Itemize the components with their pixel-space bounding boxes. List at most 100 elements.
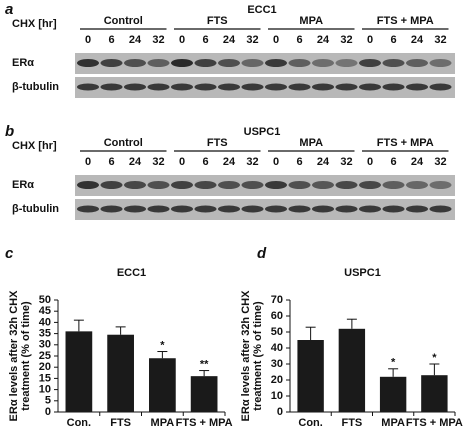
y-tick-label: 35 bbox=[39, 328, 51, 340]
row-label: β-tubulin bbox=[12, 81, 59, 93]
band bbox=[171, 59, 193, 67]
bar bbox=[421, 375, 448, 412]
band bbox=[382, 205, 405, 213]
band bbox=[429, 83, 452, 91]
band bbox=[288, 205, 311, 213]
band bbox=[194, 59, 217, 67]
band bbox=[406, 181, 428, 189]
x-tick-label: Con. bbox=[67, 417, 91, 429]
band bbox=[241, 59, 264, 67]
chx-label: CHX [hr] bbox=[12, 140, 57, 152]
time-label: 24 bbox=[411, 34, 424, 46]
time-label: 0 bbox=[85, 156, 91, 168]
time-label: 24 bbox=[223, 156, 236, 168]
band bbox=[77, 205, 99, 213]
y-tick-label: 50 bbox=[271, 326, 283, 338]
band bbox=[100, 59, 123, 67]
band bbox=[194, 181, 217, 189]
y-tick-label: 40 bbox=[271, 342, 283, 354]
row-label: ERα bbox=[12, 179, 34, 191]
y-axis-label: ERα levels after 32h CHX bbox=[240, 290, 252, 422]
band bbox=[265, 205, 287, 213]
band bbox=[100, 83, 123, 91]
row-label: ERα bbox=[12, 57, 34, 69]
significance: * bbox=[391, 357, 396, 369]
row-label: β-tubulin bbox=[12, 203, 59, 215]
band bbox=[288, 59, 311, 67]
time-label: 24 bbox=[317, 34, 330, 46]
time-label: 6 bbox=[108, 34, 114, 46]
time-label: 32 bbox=[434, 156, 446, 168]
x-tick-label: FTS + MPA bbox=[406, 417, 463, 429]
time-label: 32 bbox=[434, 34, 446, 46]
band bbox=[406, 205, 428, 213]
time-label: 24 bbox=[411, 156, 424, 168]
time-label: 32 bbox=[152, 34, 164, 46]
band bbox=[335, 181, 358, 189]
time-label: 32 bbox=[152, 156, 164, 168]
band bbox=[406, 83, 428, 91]
y-tick-label: 40 bbox=[39, 316, 51, 328]
bar bbox=[107, 334, 134, 412]
time-label: 6 bbox=[202, 34, 208, 46]
blot bbox=[75, 53, 455, 74]
band bbox=[335, 205, 358, 213]
band bbox=[312, 205, 334, 213]
y-tick-label: 10 bbox=[39, 384, 51, 396]
band bbox=[359, 83, 381, 91]
time-label: 0 bbox=[179, 34, 185, 46]
y-tick-label: 20 bbox=[39, 361, 51, 373]
x-tick-label: FTS bbox=[110, 417, 131, 429]
chart-title: ECC1 bbox=[117, 267, 146, 279]
y-tick-label: 20 bbox=[271, 374, 283, 386]
blot bbox=[75, 175, 455, 196]
band bbox=[147, 83, 170, 91]
band bbox=[241, 205, 264, 213]
group-label: Control bbox=[104, 137, 143, 149]
band bbox=[218, 205, 240, 213]
y-tick-label: 10 bbox=[271, 390, 283, 402]
y-tick-label: 0 bbox=[277, 406, 283, 418]
time-label: 0 bbox=[85, 34, 91, 46]
y-tick-label: 5 bbox=[45, 395, 51, 407]
y-tick-label: 70 bbox=[271, 294, 283, 306]
significance: ** bbox=[200, 358, 209, 370]
band bbox=[218, 181, 240, 189]
group-label: FTS bbox=[207, 137, 228, 149]
significance: * bbox=[160, 339, 165, 351]
band bbox=[194, 83, 217, 91]
band bbox=[147, 205, 170, 213]
y-tick-label: 30 bbox=[271, 358, 283, 370]
band bbox=[147, 59, 170, 67]
band bbox=[382, 181, 405, 189]
bar bbox=[149, 358, 176, 412]
band bbox=[335, 83, 358, 91]
panel-letter: d bbox=[257, 245, 267, 262]
group-label: FTS + MPA bbox=[377, 137, 434, 149]
group-label: Control bbox=[104, 15, 143, 27]
band bbox=[241, 83, 264, 91]
band bbox=[100, 181, 123, 189]
band bbox=[147, 181, 170, 189]
panel-letter: c bbox=[5, 245, 14, 262]
y-axis-label: ERα levels after 32h CHX bbox=[8, 290, 20, 422]
time-label: 0 bbox=[179, 156, 185, 168]
time-label: 32 bbox=[340, 156, 352, 168]
group-label: FTS + MPA bbox=[377, 15, 434, 27]
band bbox=[171, 181, 193, 189]
x-tick-label: Con. bbox=[298, 417, 322, 429]
band bbox=[429, 181, 452, 189]
y-tick-label: 45 bbox=[39, 305, 51, 317]
group-label: FTS bbox=[207, 15, 228, 27]
time-label: 0 bbox=[367, 156, 373, 168]
panel-title: ECC1 bbox=[247, 4, 276, 16]
time-label: 0 bbox=[367, 34, 373, 46]
chart-title: USPC1 bbox=[344, 267, 381, 279]
bar bbox=[379, 376, 407, 412]
band bbox=[218, 59, 240, 67]
band bbox=[171, 83, 193, 91]
band bbox=[359, 59, 381, 67]
band bbox=[77, 181, 99, 189]
band bbox=[77, 59, 99, 67]
